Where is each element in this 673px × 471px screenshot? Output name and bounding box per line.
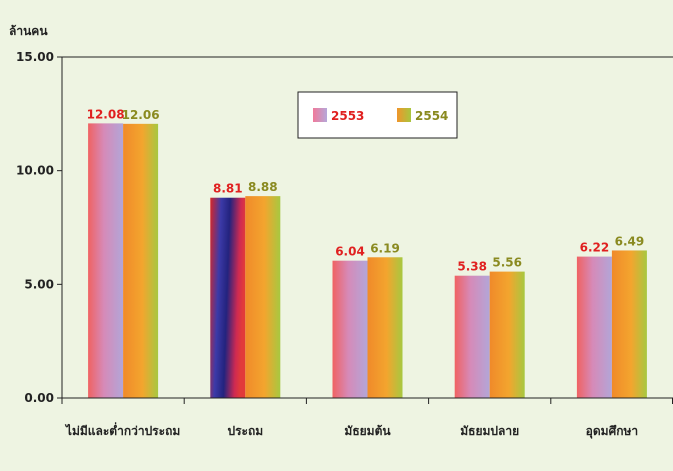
bar-2554-3	[489, 271, 525, 398]
x-category-label: มัธยมต้น	[344, 424, 391, 438]
bar-2554-4	[611, 250, 647, 398]
y-axis-ticks: 0.00 5.00 10.00 15.00	[16, 50, 673, 405]
bar-2554-2	[367, 257, 403, 398]
data-label-2554-2: 6.19	[370, 241, 400, 255]
x-category-label: มัธยมปลาย	[460, 424, 519, 438]
data-label-2553-3: 5.38	[457, 260, 487, 274]
y-axis-unit-label: ล้านคน	[9, 24, 48, 38]
legend-label-2553: 2553	[331, 109, 364, 123]
bar-2553-0	[88, 123, 124, 398]
y-tick-label: 15.00	[16, 50, 54, 64]
bar-2554-0	[123, 123, 159, 398]
legend-swatch-2553	[313, 108, 327, 122]
x-axis: ไม่มีและต่ำกว่าประถม ประถม มัธยมต้น มัธยมปล…	[61, 397, 673, 439]
data-label-2554-4: 6.49	[615, 234, 645, 248]
data-label-2553-2: 6.04	[335, 245, 365, 259]
legend: 2553 2554	[297, 91, 458, 139]
data-label-2554-1: 8.88	[248, 180, 278, 194]
bar-2553-1	[210, 197, 246, 398]
bar-2554-1	[245, 196, 281, 398]
y-tick-label: 5.00	[24, 277, 54, 291]
data-label-2553-4: 6.22	[580, 241, 610, 255]
x-category-label: ประถม	[227, 424, 263, 438]
data-label-2553-1: 8.81	[213, 182, 243, 196]
legend-label-2554: 2554	[415, 109, 448, 123]
data-label-2554-0: 12.06	[122, 108, 160, 122]
bar-2553-4	[576, 256, 612, 398]
x-category-label: อุดมศึกษา	[586, 424, 638, 439]
bars	[88, 123, 647, 398]
legend-swatch-2554	[397, 108, 411, 122]
y-tick-label: 0.00	[24, 391, 54, 405]
data-label-2554-3: 5.56	[492, 256, 522, 270]
x-category-label: ไม่มีและต่ำกว่าประถม	[64, 422, 180, 438]
y-tick-label: 10.00	[16, 164, 54, 178]
data-label-2553-0: 12.08	[87, 107, 125, 121]
bar-2553-2	[332, 260, 368, 398]
bar-2553-3	[454, 275, 490, 398]
